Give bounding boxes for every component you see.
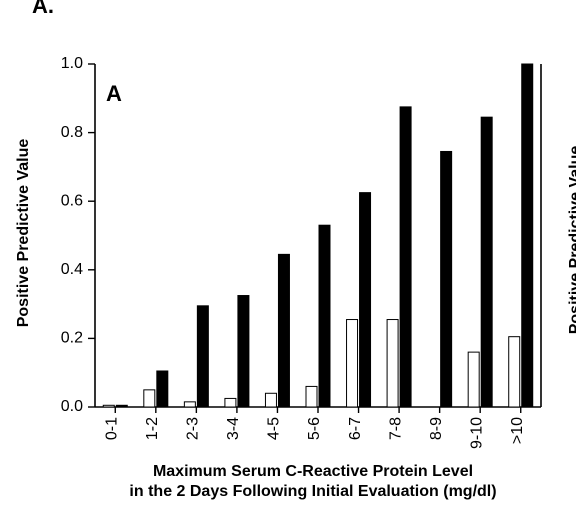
y-tick-label: 1.0: [61, 55, 83, 72]
bar-white-series: [508, 336, 521, 408]
x-tick-label: >10: [509, 417, 526, 444]
x-axis-title-line-2: in the 2 Days Following Initial Evaluati…: [129, 483, 496, 500]
bar-black-series: [318, 224, 331, 408]
bar-white-series: [305, 385, 318, 408]
x-tick-label: 1-2: [144, 417, 161, 440]
bar-black-series: [480, 116, 493, 408]
y-tick-label: 0.6: [61, 192, 83, 209]
panel-label: A: [106, 81, 122, 106]
bar-white-series: [467, 351, 480, 408]
x-tick-label: 4-5: [266, 417, 283, 440]
x-tick-label: 8-9: [428, 417, 445, 440]
plot-area: 0.0 0.2 0.4 0.6 0.8 1.0 0-1 1-2 2-3 3-4 4-5 5-6 6-7 7…: [61, 55, 542, 449]
bar-black-series: [399, 106, 412, 408]
bar-black-series: [440, 150, 453, 408]
x-tick-label: 7-8: [387, 417, 404, 440]
x-tick-label: 3-4: [225, 417, 242, 440]
x-tick-label: 5-6: [306, 417, 323, 440]
bar-white-series: [102, 404, 115, 408]
bar-black-series: [521, 63, 534, 408]
bar-black-series: [359, 192, 372, 408]
bar-black-series: [277, 253, 290, 408]
x-axis-title-line-1: Maximum Serum C-Reactive Protein Level: [153, 463, 473, 480]
x-tick-label: 2-3: [185, 417, 202, 440]
bar-black-series: [196, 305, 209, 408]
bar-white-series: [264, 392, 277, 408]
y-axis-title: Positive Predictive Value: [15, 139, 32, 328]
x-tick-label: 0-1: [103, 417, 120, 440]
x-tick-label: 9-10: [468, 417, 485, 449]
y-tick-label: 0.0: [61, 398, 83, 415]
figure-label: A.: [32, 0, 54, 18]
bar-black-series: [237, 295, 250, 408]
y-tick-label: 0.4: [61, 261, 83, 278]
bar-black-series: [156, 370, 169, 408]
y-tick-label: 0.8: [61, 124, 83, 141]
right-panel-y-axis-title: Positive Predictive Value: [567, 146, 576, 335]
bar-black-series: [115, 404, 128, 408]
bar-white-series: [224, 397, 237, 408]
y-tick-label: 0.2: [61, 330, 83, 347]
bar-white-series: [386, 319, 399, 408]
bar-white-series: [143, 389, 156, 408]
bar-white-series: [183, 401, 196, 408]
x-tick-label: 6-7: [347, 417, 364, 440]
bar-white-series: [346, 319, 359, 408]
